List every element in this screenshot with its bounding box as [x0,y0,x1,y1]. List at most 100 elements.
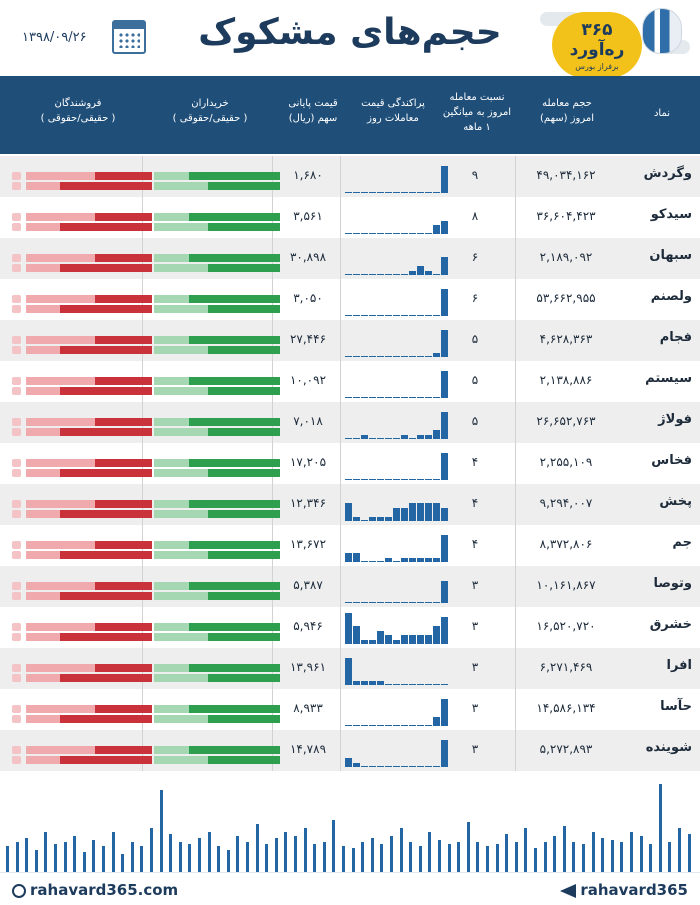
share-segment [154,387,209,395]
share-segment [189,746,280,754]
volume-share-bar [154,500,280,508]
skyline-bar [620,842,624,872]
col-buyers: خریداران( حقیقی/حقوقی ) [172,98,248,124]
distribution-bar [385,725,392,726]
buyers-breakdown [140,612,280,643]
skyline-bar [322,842,326,872]
share-segment [26,623,96,631]
count-share-bar [154,264,280,272]
buyers-breakdown [140,243,280,274]
distribution-bar [441,412,448,439]
distribution-bar [377,274,384,275]
table-row: شوینده ۵,۲۷۲,۸۹۳ ۳ ۱۴,۷۸۹ [0,730,700,771]
distribution-bar [345,315,352,316]
column-divider [340,525,341,566]
volume-share-bar [154,254,280,262]
skyline-bar [687,834,691,872]
distribution-bar [425,233,432,234]
distribution-bar [433,315,440,316]
distribution-bar [433,684,440,685]
share-segment [154,254,190,262]
distribution-bar [369,766,376,767]
distribution-bar [425,558,432,562]
skyline-bar [25,838,29,872]
share-segment [189,418,280,426]
share-segment [154,336,190,344]
volume-share-bar [154,377,280,385]
balloon-icon [642,8,682,54]
skyline-bar [649,844,653,872]
volume-share-bar [26,459,152,467]
column-divider [340,320,341,361]
sellers-breakdown [12,202,152,233]
skyline-bar [553,836,557,872]
header: ۱۳۹۸/۰۹/۲۶ حجم‌های مشکوک ۳۶۵ ره‌آورد برف… [0,0,700,78]
count-share-bar [154,305,280,313]
price-cell: ۱۳,۶۷۲ [289,537,327,551]
share-segment [154,756,209,764]
share-segment [208,510,280,518]
share-segment [26,295,96,303]
share-segment [189,172,280,180]
share-segment [60,633,152,641]
count-share-bar [26,182,152,190]
volume-share-bar [154,623,280,631]
footer-telegram[interactable]: rahavard365 [560,881,688,899]
count-share-bar [154,469,280,477]
distribution-bar [345,397,352,398]
symbol-cell: سیستم [645,371,692,386]
share-segment [26,213,96,221]
building-person-icon [12,254,21,272]
sellers-breakdown [12,571,152,602]
count-share-bar [154,674,280,682]
skyline-bar [524,828,528,872]
count-share-bar [26,469,152,477]
volume-share-bar [26,500,152,508]
count-share-bar [26,223,152,231]
distribution-bar [361,725,368,726]
share-segment [60,674,152,682]
sellers-breakdown [12,284,152,315]
share-segment [26,305,61,313]
building-person-icon [12,582,21,600]
footer-website[interactable]: rahavard365.com [12,881,178,899]
skyline-bar [370,838,374,872]
table-row: پخش ۹,۲۹۴,۰۰۷ ۴ ۱۲,۳۴۶ [0,484,700,525]
distribution-bar [361,435,368,439]
share-segment [154,346,209,354]
share-segment [154,664,190,672]
distribution-bar [385,479,392,480]
distribution-bar [409,684,416,685]
distribution-bar [377,438,384,439]
distribution-bar [417,192,424,193]
building-person-icon [12,418,21,436]
buyers-breakdown [140,448,280,479]
column-divider [515,648,516,689]
ratio-cell: ۶ [471,250,479,264]
ratio-cell: ۳ [471,578,479,592]
skyline-bar [380,844,384,872]
skyline-bar [121,854,125,872]
ratio-cell: ۵ [471,332,479,346]
symbol-cell: ولصنم [650,289,692,304]
distribution-bar [385,356,392,357]
share-segment [189,623,280,631]
ratio-cell: ۳ [471,660,479,674]
buyers-breakdown [140,366,280,397]
share-segment [60,305,152,313]
share-segment [154,541,190,549]
distribution-bar [361,274,368,275]
price-distribution-chart [345,160,449,193]
distribution-bar [345,725,352,726]
skyline-bar [534,848,537,872]
ratio-cell: ۴ [471,496,479,510]
distribution-bar [377,631,384,644]
share-segment [26,182,61,190]
column-divider [340,566,341,607]
distribution-bar [425,725,432,726]
distribution-bar [377,233,384,234]
sellers-breakdown [12,694,152,725]
count-share-bar [154,633,280,641]
distribution-bar [433,353,440,357]
share-segment [154,305,209,313]
